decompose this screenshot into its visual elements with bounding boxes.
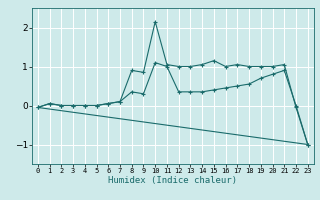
- X-axis label: Humidex (Indice chaleur): Humidex (Indice chaleur): [108, 176, 237, 185]
